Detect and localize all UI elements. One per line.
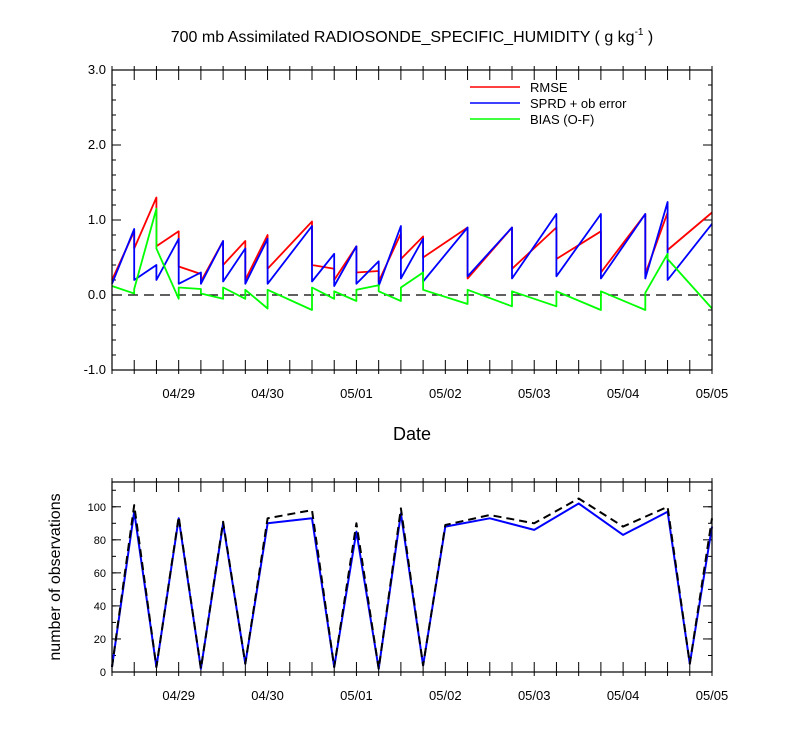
x-date-label: 05/02 bbox=[429, 688, 462, 703]
x-date-label: 05/04 bbox=[607, 688, 640, 703]
x-date-label: 04/30 bbox=[251, 688, 284, 703]
observation-count-chart: 0 20 40 60 80 100 04/29 04/30 05/01 05/02 05/03 05/… bbox=[47, 478, 728, 703]
y-tick-label: 2.0 bbox=[88, 137, 106, 152]
x-date-label: 05/03 bbox=[518, 386, 551, 401]
rmse-bias-chart: 700 mb Assimilated RADIOSONDE_SPECIFIC_H… bbox=[84, 27, 729, 444]
x-date-label: 05/01 bbox=[340, 688, 373, 703]
y-tick-label: 1.0 bbox=[88, 212, 106, 227]
legend: RMSE SPRD + ob error BIAS (O-F) bbox=[470, 80, 627, 127]
y-tick-label: 60 bbox=[94, 568, 106, 580]
x-date-label: 05/01 bbox=[340, 386, 373, 401]
x-axis-label: Date bbox=[393, 424, 431, 444]
chart-title: 700 mb Assimilated RADIOSONDE_SPECIFIC_H… bbox=[171, 27, 654, 46]
x-date-label: 05/04 bbox=[607, 386, 640, 401]
x-date-label: 05/05 bbox=[696, 386, 729, 401]
x-date-label: 05/05 bbox=[696, 688, 729, 703]
y-tick-label: 0.0 bbox=[88, 287, 106, 302]
x-date-label: 04/29 bbox=[162, 688, 195, 703]
y-tick-label: 20 bbox=[94, 634, 106, 646]
x-date-label: 04/29 bbox=[162, 386, 195, 401]
y-tick-label: 3.0 bbox=[88, 62, 106, 77]
bottom-axes: 0 20 40 60 80 100 04/29 04/30 05/01 05/02 05/03 05/… bbox=[88, 478, 729, 703]
top-series-group bbox=[111, 196, 713, 311]
legend-label-rmse: RMSE bbox=[530, 80, 568, 95]
series-line-sprd-ob-error bbox=[111, 201, 713, 287]
top-axes: -1.0 0.0 1.0 2.0 3.0 04/29 04/30 05/01 05/02 05/0… bbox=[84, 62, 729, 401]
top-plot-frame bbox=[111, 69, 713, 371]
y-tick-label: 40 bbox=[94, 601, 106, 613]
legend-label-sprd: SPRD + ob error bbox=[530, 96, 627, 111]
legend-label-bias: BIAS (O-F) bbox=[530, 112, 594, 127]
x-date-label: 04/30 bbox=[251, 386, 284, 401]
y-tick-label: 100 bbox=[88, 502, 106, 514]
y-tick-label: 0 bbox=[100, 667, 106, 679]
bottom-plot-frame bbox=[111, 481, 713, 673]
x-date-label: 05/02 bbox=[429, 386, 462, 401]
series-line-total-observations bbox=[111, 497, 713, 670]
series-line-bias-o-f bbox=[111, 207, 713, 311]
bottom-series-group bbox=[111, 497, 713, 670]
series-line-rmse bbox=[111, 196, 713, 283]
y-tick-label: 80 bbox=[94, 535, 106, 547]
y-tick-label: -1.0 bbox=[84, 362, 106, 377]
y-axis-label: number of observations bbox=[47, 493, 64, 660]
x-date-label: 05/03 bbox=[518, 688, 551, 703]
